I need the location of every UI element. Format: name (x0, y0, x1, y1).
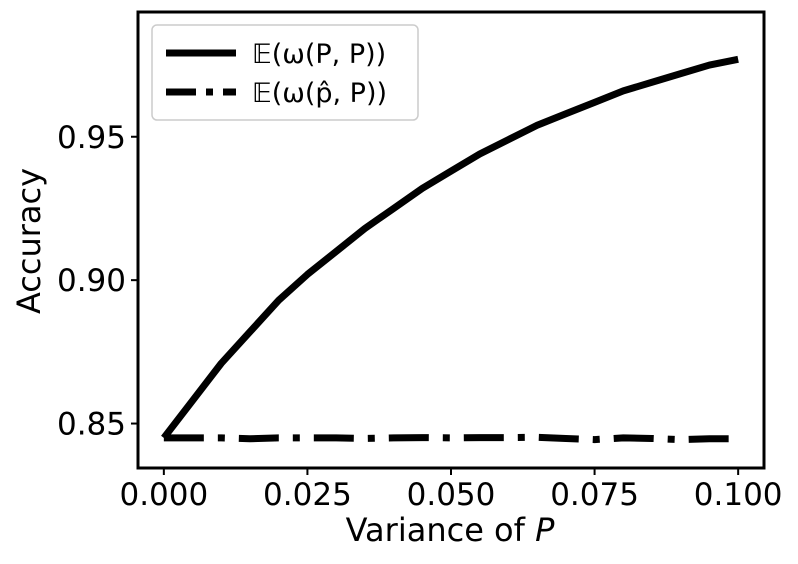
legend-label-2: 𝔼(ω(p̂, P)) (252, 78, 387, 109)
x-tick-label: 0.075 (550, 477, 639, 513)
y-tick-label: 0.85 (57, 407, 126, 443)
x-axis-title: Variance of P (346, 511, 555, 549)
y-axis-title: Accuracy (10, 168, 48, 314)
series-line-1 (161, 55, 739, 441)
x-tick-label: 0.100 (694, 477, 783, 513)
y-tick-label: 0.95 (57, 120, 126, 156)
x-axis-title-text: Variance of (346, 511, 526, 549)
x-tick-label: 0.000 (119, 477, 208, 513)
legend: 𝔼(ω(P, P)) 𝔼(ω(p̂, P)) (151, 24, 419, 121)
legend-box (151, 24, 419, 121)
series-layer (161, 55, 739, 444)
axes-layer: 0.000 0.025 0.050 0.075 0.100 0.85 0.90 0.95 (57, 120, 783, 513)
legend-label-1: 𝔼(ω(P, P)) (252, 39, 386, 70)
x-tick-label: 0.050 (407, 477, 496, 513)
series-line-2 (163, 433, 739, 444)
x-axis-title-var: P (535, 511, 555, 549)
y-tick-label: 0.90 (57, 263, 126, 299)
x-tick-label: 0.025 (263, 477, 352, 513)
